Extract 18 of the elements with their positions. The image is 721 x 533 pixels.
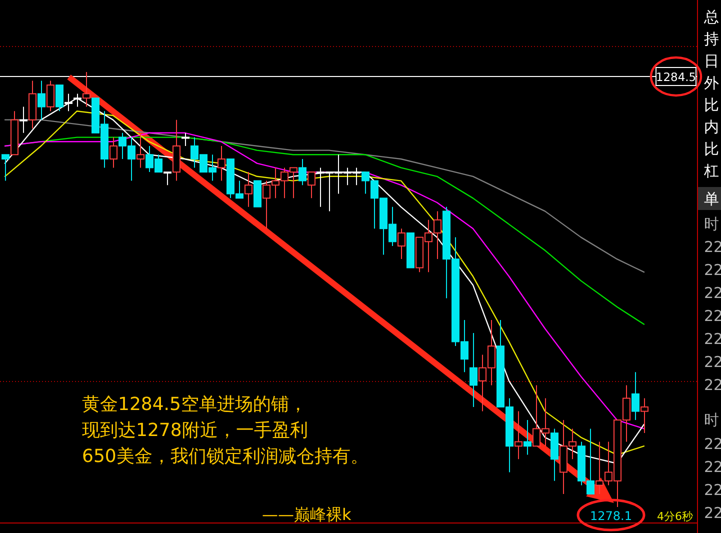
text: 比 — [704, 96, 719, 114]
text: 总 — [703, 8, 719, 26]
annotation: 黄金1284.5空单进场的铺， — [82, 394, 307, 415]
text: 1278.1 — [590, 509, 632, 523]
text: 日 — [704, 52, 719, 70]
text: 单 — [704, 190, 719, 208]
text: 杠 — [703, 162, 719, 180]
text: 内 — [704, 118, 719, 136]
text: 外 — [704, 74, 719, 92]
annotation: 650美金，我们锁定利润减仓持有。 — [82, 446, 368, 467]
text: 持 — [704, 30, 719, 48]
text: 比 — [704, 140, 719, 158]
text: 4分6秒 — [657, 510, 693, 523]
text: 1284.5 — [656, 70, 696, 84]
text: 时 — [704, 411, 719, 429]
annotation: 现到达1278附近，一手盈利 — [82, 420, 308, 441]
annotation: ——巅峰裸k — [262, 505, 352, 524]
text: 时 — [704, 215, 719, 233]
